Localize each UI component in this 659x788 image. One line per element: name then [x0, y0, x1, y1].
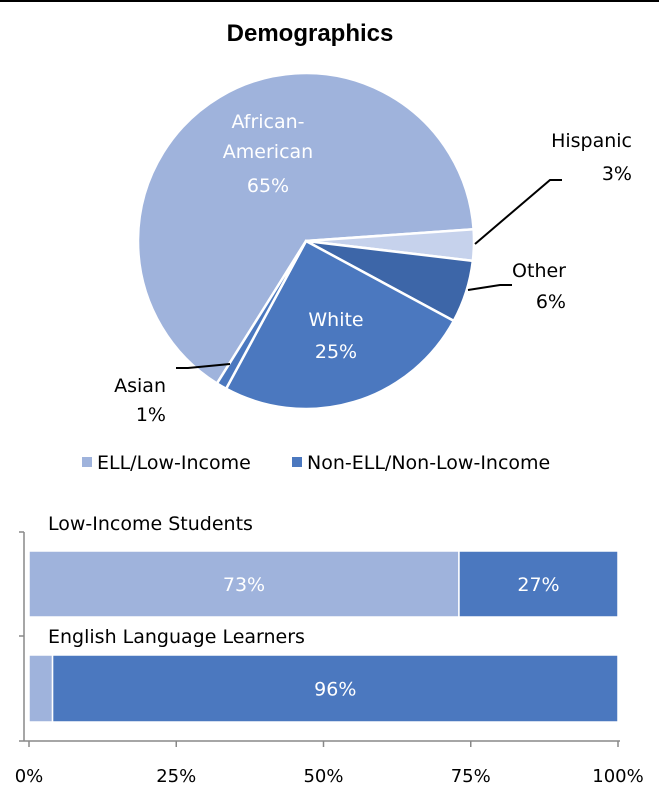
pie-label-african-american-line1: African-: [231, 111, 304, 133]
top-rule: [0, 0, 659, 2]
bar-low-income-students-ell-low-income: [28, 550, 460, 618]
pie-slice-african-american: [136, 71, 475, 386]
bar-value-low-income-students-non-ell-non-low-income: 27%: [517, 574, 559, 596]
legend-swatch-non-ell-non-low-income: [292, 457, 302, 467]
category-label-english-language-learners: English Language Learners: [48, 626, 305, 648]
chart-title: Demographics: [227, 20, 394, 47]
bar-chart: Low-Income Students 73% 27% English Languag…: [15, 513, 644, 787]
x-tick-label-4: 100%: [592, 766, 643, 787]
pie-slice-asian: [215, 240, 308, 391]
pie-value-hispanic: 3%: [602, 163, 632, 185]
leader-line-asian: [176, 363, 231, 369]
pie-value-asian: 1%: [136, 404, 166, 426]
pie-label-other: Other: [512, 260, 566, 282]
bar-low-income-students-non-ell-non-low-income: [458, 550, 619, 618]
pie-value-african-american: 65%: [247, 175, 289, 197]
pie-chart: African- American 65% White 25% Hispanic 3% Oth…: [114, 71, 632, 426]
pie-label-african-american-line2: American: [223, 141, 313, 163]
x-tick-label-3: 75%: [451, 766, 491, 787]
x-tick-label-2: 50%: [303, 766, 343, 787]
legend-swatch-ell-low-income: [82, 457, 92, 467]
pie-value-other: 6%: [536, 291, 566, 313]
x-tick-label-0: 0%: [15, 766, 44, 787]
bar-english-language-learners-ell-low-income: [28, 654, 54, 723]
pie-label-white: White: [308, 309, 363, 331]
pie-label-asian: Asian: [114, 375, 166, 397]
bar-value-low-income-students-ell-low-income: 73%: [223, 574, 265, 596]
pie-label-hispanic: Hispanic: [551, 130, 632, 152]
leader-line-other: [467, 284, 512, 291]
category-label-low-income-students: Low-Income Students: [48, 513, 253, 535]
leader-line-hispanic: [474, 179, 562, 245]
legend-label-non-ell-non-low-income: Non-ELL/Non-Low-Income: [307, 452, 550, 474]
legend-label-ell-low-income: ELL/Low-Income: [97, 452, 251, 474]
pie-slice-white: [224, 239, 456, 411]
pie-value-white: 25%: [315, 341, 357, 363]
x-tick-label-1: 25%: [156, 766, 196, 787]
legend: ELL/Low-Income Non-ELL/Non-Low-Income: [82, 452, 550, 474]
bar-english-language-learners-non-ell-non-low-income: [51, 654, 619, 723]
bar-value-english-language-learners-non-ell-non-low-income: 96%: [314, 679, 356, 701]
